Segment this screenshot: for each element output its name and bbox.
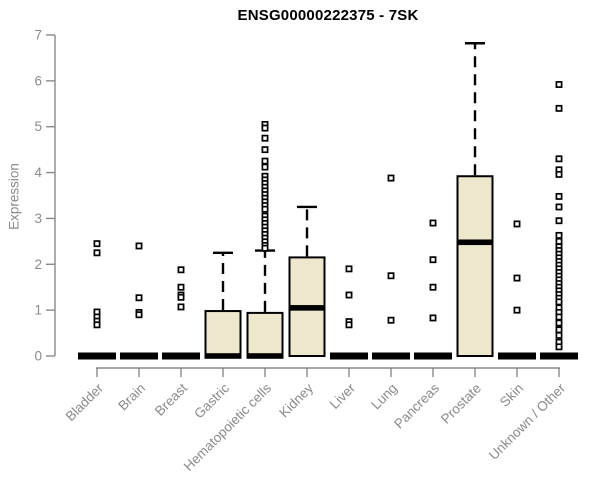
outlier-point [555, 331, 563, 339]
y-tick-label: 2 [34, 257, 42, 272]
outlier-point [555, 155, 563, 163]
median-line [246, 353, 284, 359]
box [456, 175, 494, 357]
y-tick-label: 1 [34, 303, 42, 318]
outlier-point [555, 319, 563, 327]
outlier-point [513, 274, 521, 282]
outlier-point [177, 293, 185, 301]
outlier-point [261, 124, 269, 132]
x-tick-label: Skin [497, 381, 526, 410]
y-tick-label: 0 [34, 349, 42, 364]
median-line [288, 305, 326, 311]
outlier-point [513, 306, 521, 314]
x-tick-label: Unknown / Other [486, 380, 569, 463]
y-axis-label: Expression [6, 163, 22, 230]
y-tick-label: 5 [34, 119, 42, 134]
outlier-point [555, 313, 563, 321]
y-tick-label: 7 [34, 28, 42, 43]
outlier-point [387, 316, 395, 324]
box [204, 310, 242, 358]
outlier-point [387, 174, 395, 182]
outlier-point [93, 249, 101, 257]
outlier-point [555, 170, 563, 178]
outlier-point [261, 146, 269, 154]
collapsed-box [540, 352, 578, 360]
box [246, 311, 284, 357]
outlier-point [387, 272, 395, 280]
outlier-point [555, 231, 563, 239]
outlier-point [555, 81, 563, 88]
outlier-point [555, 192, 563, 200]
x-tick-label: Bladder [63, 380, 107, 424]
outlier-point [429, 314, 437, 322]
x-tick-label: Liver [327, 380, 359, 412]
outlier-point [177, 266, 185, 274]
outlier-point [345, 291, 353, 299]
collapsed-box [372, 352, 410, 360]
x-tick-label: Lung [368, 381, 400, 413]
chart-title: ENSG00000222375 - 7SK [237, 7, 419, 24]
collapsed-box [498, 352, 536, 360]
outlier-point [555, 326, 563, 334]
collapsed-box [162, 352, 200, 360]
outlier-point [429, 283, 437, 291]
outlier-point [261, 244, 269, 252]
x-tick-label: Brain [115, 381, 148, 414]
x-tick-label: Prostate [438, 381, 484, 427]
outlier-point [429, 219, 437, 227]
y-tick-label: 4 [34, 165, 42, 180]
outlier-point [135, 311, 143, 319]
outlier-point [513, 220, 521, 228]
outlier-point [555, 217, 563, 225]
outlier-point [555, 203, 563, 211]
outlier-point [555, 298, 563, 306]
outlier-point [135, 294, 143, 302]
outlier-point [177, 283, 185, 291]
outlier-point [93, 240, 101, 248]
outlier-point [555, 104, 563, 112]
y-tick-label: 3 [34, 211, 42, 226]
outlier-point [177, 303, 185, 311]
outlier-point [261, 157, 269, 165]
collapsed-box [120, 352, 158, 360]
outlier-point [345, 265, 353, 273]
collapsed-box [414, 352, 452, 360]
x-tick-label: Kidney [276, 380, 316, 420]
collapsed-box [78, 352, 116, 360]
outlier-point [93, 321, 101, 329]
outlier-point [135, 242, 143, 250]
outlier-point [261, 205, 269, 213]
x-tick-label: Breast [152, 380, 190, 418]
collapsed-box [330, 352, 368, 360]
outlier-point [345, 321, 353, 329]
median-line [456, 239, 494, 246]
x-tick-label: Gastric [191, 380, 232, 421]
outlier-point [555, 237, 563, 245]
outlier-point [261, 134, 269, 142]
outlier-point [261, 163, 269, 171]
y-tick-label: 6 [34, 73, 42, 88]
median-line [204, 353, 242, 359]
x-tick-label: Pancreas [391, 380, 442, 431]
outlier-point [429, 256, 437, 264]
outlier-point [555, 343, 563, 351]
